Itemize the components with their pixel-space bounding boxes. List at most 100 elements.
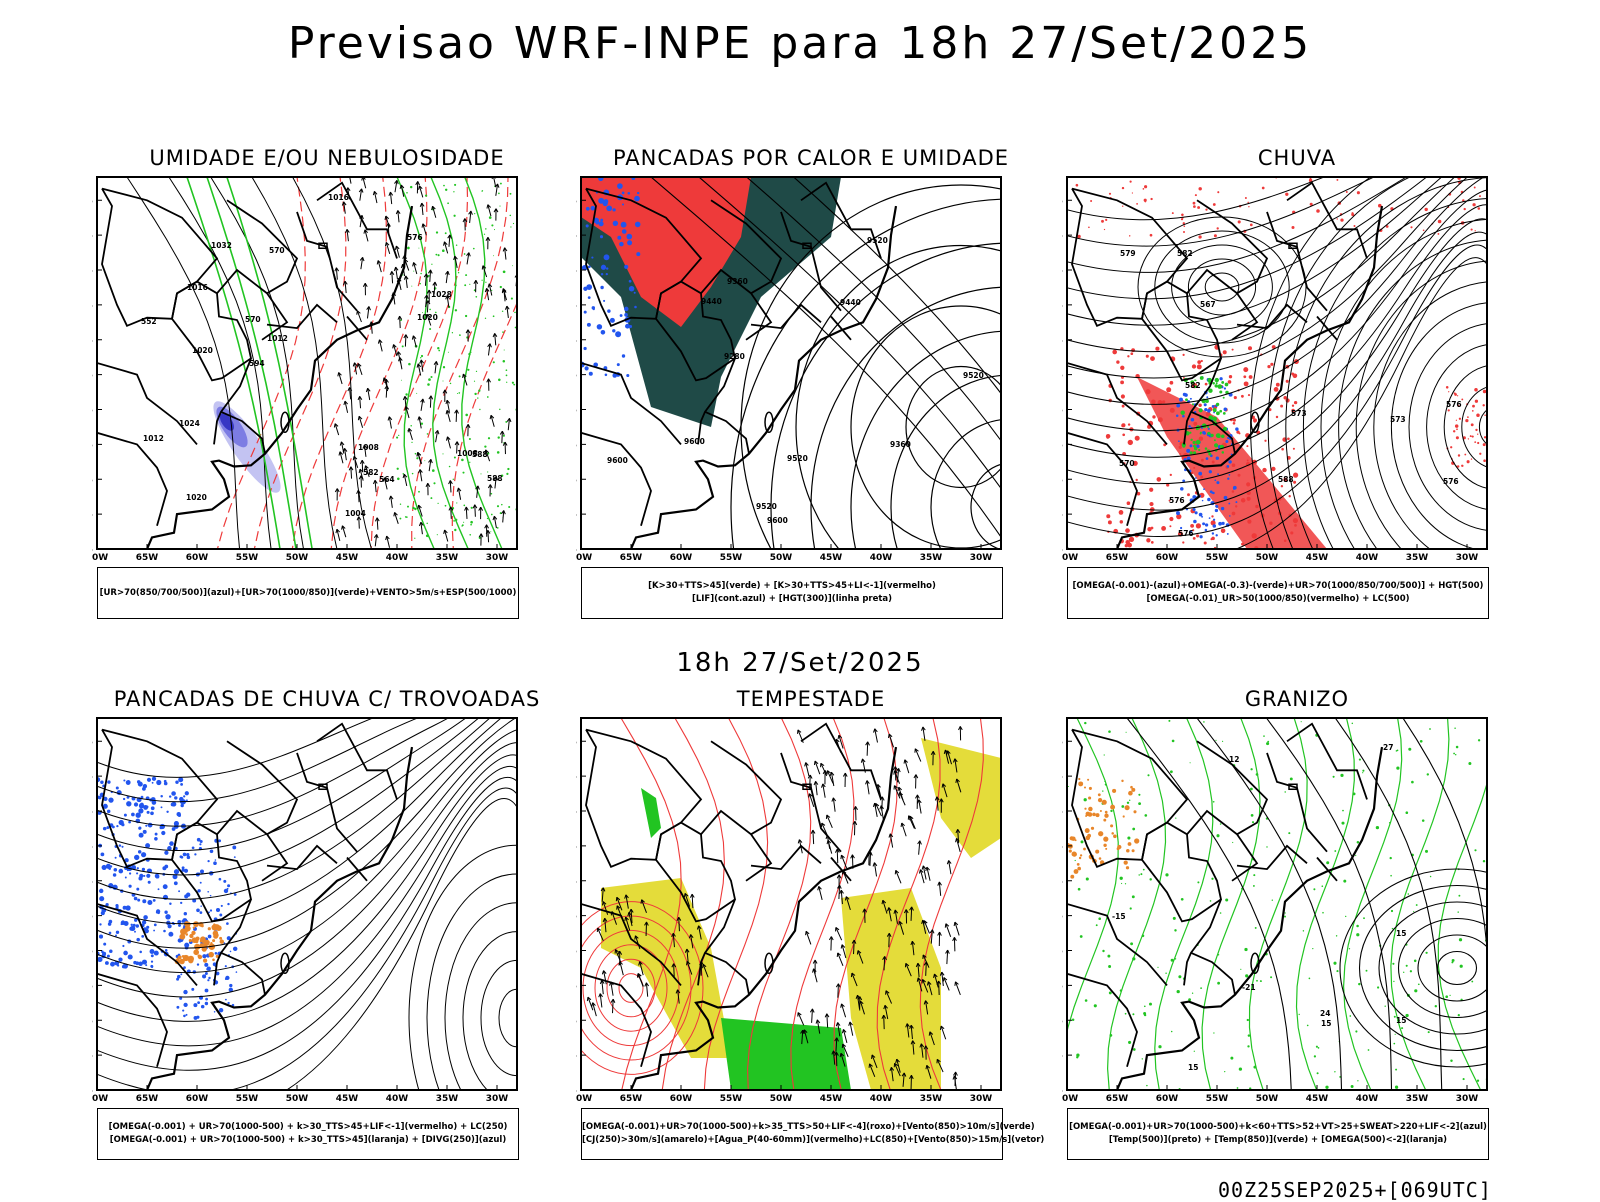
humidity-low-level: [497, 527, 499, 529]
humidity-low-level: [437, 534, 438, 535]
contour-label: 1016: [328, 193, 349, 202]
convective-area: [225, 965, 227, 967]
wind-vector: [451, 507, 452, 519]
thunderstorm-area: [212, 958, 215, 961]
temperature-850: [1284, 791, 1285, 792]
lon-tick-label: 50W: [1256, 1094, 1279, 1104]
rain-area: [1484, 436, 1486, 438]
humidity-low-level: [476, 371, 477, 372]
rain-area: [1478, 207, 1481, 210]
humidity-low-level: [453, 479, 454, 480]
rain-area: [1285, 193, 1288, 196]
omega-500: [1113, 834, 1117, 838]
humidity-low-level: [488, 437, 490, 439]
rain-area: [1128, 423, 1130, 425]
temperature-850: [1138, 794, 1140, 796]
temperature-850: [1377, 986, 1379, 988]
lon-tick-label: 70W: [92, 553, 108, 563]
omega-500: [1110, 805, 1115, 810]
omega-500: [1098, 831, 1103, 836]
convective-area: [205, 1002, 208, 1005]
lat-tick-label: 18S: [92, 807, 93, 817]
rain-area: [1286, 380, 1289, 383]
temperature-850: [1213, 1032, 1214, 1033]
humidity-low-level: [493, 255, 494, 256]
humidity-low-level: [465, 315, 467, 317]
convective-area: [143, 915, 148, 920]
lifted-index-contour: [600, 219, 603, 222]
temperature-850: [1392, 928, 1393, 929]
legend-line: [K>30+TTS>45](verde) + [K>30+TTS>45+LI<-…: [582, 580, 1002, 593]
temperature-850: [1256, 980, 1258, 982]
rain-area: [1166, 387, 1171, 392]
lifted-index-contour: [621, 222, 627, 228]
omega-500: [1085, 815, 1087, 817]
convective-area: [147, 811, 150, 814]
rain-omega: [1235, 427, 1238, 430]
lon-tick-label: 45W: [336, 553, 359, 563]
convective-area: [169, 841, 174, 846]
convective-area: [156, 780, 161, 785]
lat-tick-label: 27S: [1062, 371, 1063, 381]
temperature-850: [1173, 917, 1176, 920]
legend-box: [OMEGA(-0.001)+UR>70(1000-500)+k<60+TTS>…: [1067, 1108, 1489, 1160]
heavy-rain: [1223, 397, 1225, 399]
rain-area: [1472, 405, 1475, 408]
lifted-index-contour: [586, 207, 590, 211]
rain-area: [1131, 348, 1135, 352]
omega-500: [1088, 807, 1092, 811]
temperature-850: [1147, 774, 1149, 776]
convective-area: [110, 962, 115, 967]
temperature-850: [1391, 910, 1393, 912]
rain-omega: [1217, 473, 1219, 475]
temperature-850: [1457, 911, 1458, 912]
humidity-low-level: [487, 471, 488, 472]
contour-label: 1008: [358, 443, 379, 452]
humidity-low-level: [427, 383, 430, 386]
omega-500: [1095, 813, 1099, 817]
contour-label: 15: [1188, 1063, 1198, 1072]
convective-area: [119, 869, 124, 874]
temperature-850: [1132, 895, 1135, 898]
lifted-index-contour: [617, 236, 621, 240]
lat-tick-label: 27S: [1062, 912, 1063, 922]
temperature-850: [1478, 739, 1480, 741]
rain-omega: [1233, 488, 1235, 490]
humidity-low-level: [425, 194, 427, 196]
contour-label: 552: [141, 317, 157, 326]
humidity-low-level: [469, 438, 471, 440]
humidity-low-level: [469, 462, 470, 463]
rain-area: [1090, 200, 1092, 202]
convective-area: [136, 872, 138, 874]
main-title: Previsao WRF-INPE para 18h 27/Set/2025: [0, 18, 1600, 69]
temperature-850: [1126, 732, 1127, 733]
rain-omega: [1206, 457, 1209, 460]
lon-tick-label: 65W: [136, 553, 159, 563]
convective-area: [116, 931, 119, 934]
rain-area: [1136, 479, 1138, 481]
thunderstorm-area: [208, 927, 211, 930]
lon-tick-label: 60W: [670, 1094, 693, 1104]
convective-area: [180, 855, 183, 858]
heavy-rain: [1218, 435, 1221, 438]
lat-tick-label: 33S: [576, 981, 577, 991]
rain-omega: [1216, 481, 1219, 484]
temperature-850: [1418, 983, 1420, 985]
thunderstorm-area: [196, 924, 198, 926]
rain-omega: [1210, 490, 1213, 493]
rain-area: [1233, 422, 1236, 425]
convective-area: [202, 954, 206, 958]
temperature-850: [1355, 1030, 1357, 1032]
rain-area: [1198, 187, 1201, 190]
humidity-low-level: [449, 466, 451, 468]
lifted-index-contour: [627, 234, 633, 240]
humidity-low-level: [430, 376, 432, 378]
convective-area: [224, 889, 228, 893]
convective-area: [116, 825, 118, 827]
heavy-rain: [1212, 417, 1217, 422]
wind-vector-850: [854, 940, 855, 954]
rain-area: [1271, 467, 1275, 471]
lon-tick-label: 40W: [870, 553, 893, 563]
lat-tick-label: 18S: [576, 807, 577, 817]
lat-tick-label: 30S: [92, 947, 93, 957]
